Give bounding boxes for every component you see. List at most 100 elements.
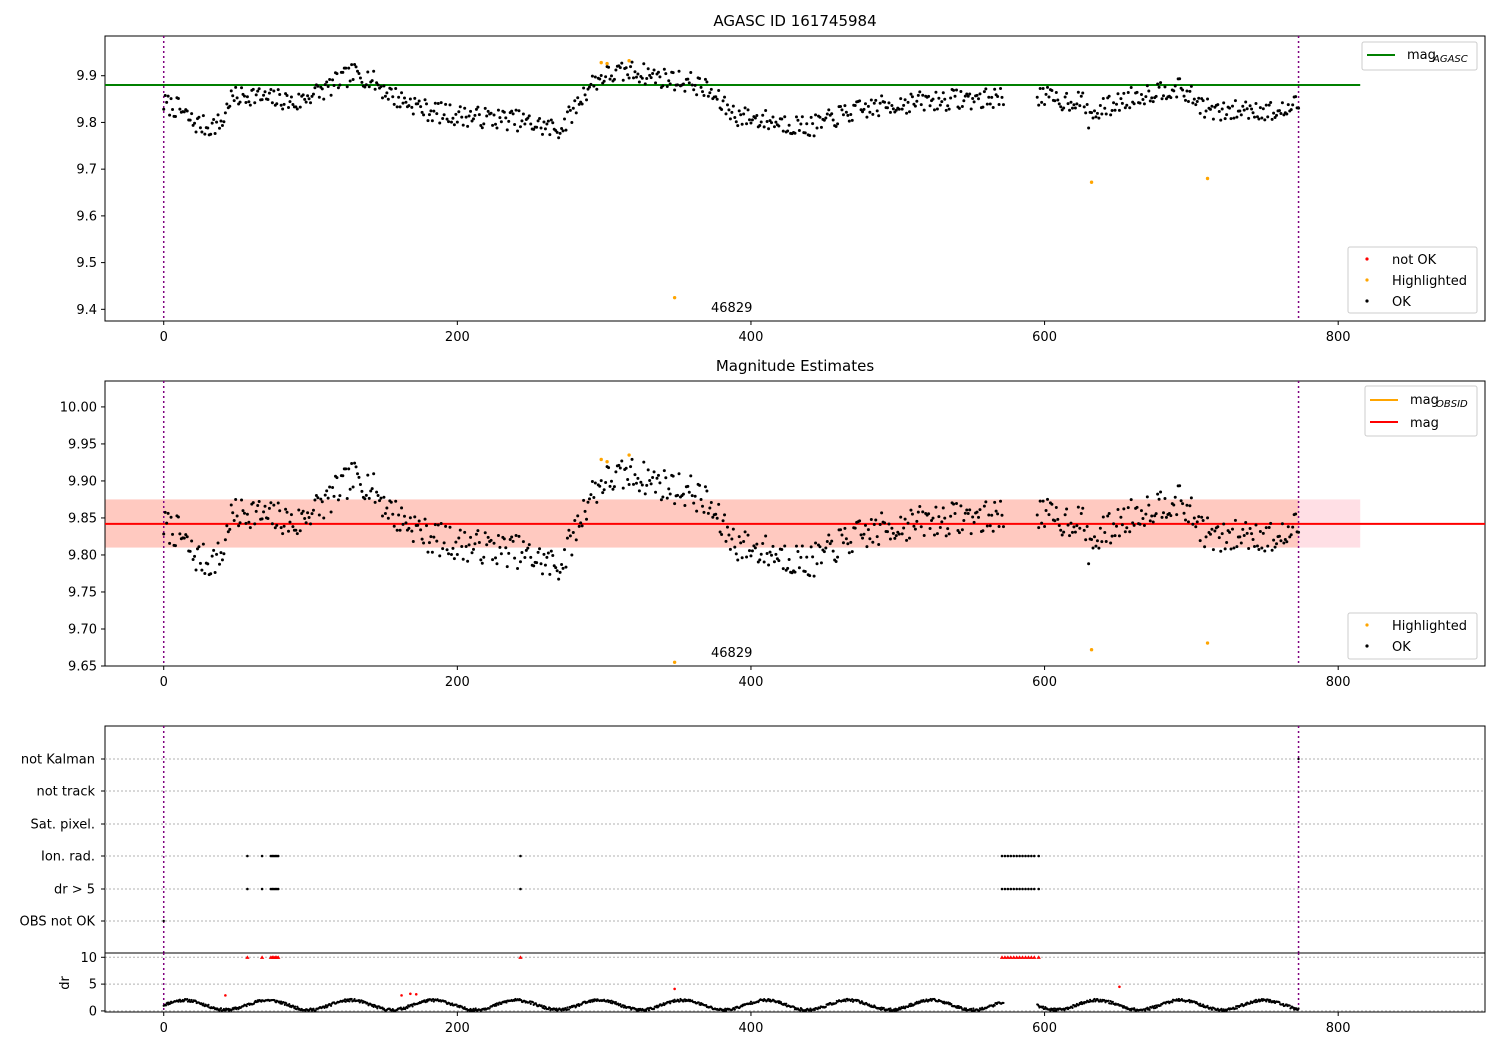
dr-clipped-marker (276, 955, 281, 959)
dr-clipped-marker (999, 955, 1005, 959)
data-point (607, 466, 611, 470)
data-point (890, 104, 894, 108)
data-point (592, 84, 596, 88)
data-point (195, 547, 199, 551)
data-point (480, 561, 484, 565)
data-point (240, 498, 244, 502)
data-point (219, 119, 223, 123)
data-point (1267, 103, 1271, 107)
x-tick-label: 400 (739, 330, 764, 345)
data-point (1046, 497, 1050, 501)
data-point (749, 554, 753, 558)
data-point (182, 536, 186, 540)
dr-point (505, 1001, 508, 1004)
data-point (966, 512, 970, 516)
data-point (764, 534, 768, 538)
data-point (725, 103, 729, 107)
data-point (267, 506, 271, 510)
flag-point (1297, 757, 1300, 761)
data-point (1059, 105, 1063, 109)
data-point (762, 560, 766, 564)
data-point (483, 531, 487, 535)
data-point (865, 545, 869, 549)
data-point (645, 77, 649, 81)
data-point (765, 551, 769, 555)
flag-point (1000, 854, 1004, 858)
dr-point (809, 1007, 812, 1010)
data-point (395, 105, 399, 109)
dr-clipped-marker (1032, 955, 1037, 959)
dr-point (451, 1002, 454, 1005)
data-point (538, 117, 542, 121)
data-point (665, 496, 669, 500)
data-point (634, 481, 638, 485)
data-point (946, 104, 950, 108)
data-point (745, 122, 749, 126)
data-point (858, 519, 862, 523)
data-point (1288, 535, 1292, 539)
data-point (949, 96, 953, 100)
data-point (880, 511, 884, 515)
data-point (301, 509, 305, 513)
dr-point (1125, 1006, 1128, 1009)
data-point (1186, 100, 1190, 104)
data-point (662, 469, 666, 473)
dr-point (813, 1008, 816, 1012)
data-point (520, 551, 524, 555)
data-point (1120, 523, 1124, 527)
data-point (1125, 526, 1129, 530)
data-point (922, 534, 926, 538)
data-point (563, 117, 567, 121)
data-point (248, 103, 252, 107)
data-point (918, 90, 922, 94)
data-point (494, 556, 498, 560)
data-point (354, 65, 358, 69)
data-point (423, 517, 427, 521)
dr-point (219, 1007, 223, 1010)
data-point (661, 84, 665, 88)
data-point (969, 107, 973, 111)
flag-point (1012, 854, 1016, 858)
dr-point (350, 997, 353, 1001)
dr-point (329, 1004, 333, 1007)
data-point (1279, 111, 1283, 115)
data-point (379, 85, 383, 89)
data-point (492, 113, 496, 117)
data-point (740, 556, 744, 560)
data-point (944, 108, 948, 112)
data-point (432, 535, 436, 539)
data-point (586, 500, 590, 504)
data-point (197, 115, 201, 119)
data-point (681, 82, 685, 86)
data-point (893, 536, 897, 540)
data-point (781, 129, 785, 133)
dr-point (1144, 1009, 1147, 1012)
data-point (932, 533, 936, 537)
data-point (554, 566, 558, 570)
data-point (425, 102, 429, 106)
data-point (1126, 91, 1130, 95)
data-point (229, 503, 233, 507)
data-point (1250, 107, 1254, 111)
data-point (953, 511, 957, 515)
data-point (297, 508, 301, 512)
data-point (518, 125, 522, 129)
data-point (1192, 516, 1196, 520)
data-point (270, 522, 274, 526)
agasc-title: AGASC ID 161745984 (713, 12, 876, 30)
data-point (963, 511, 967, 515)
dr-point (455, 1003, 458, 1006)
data-point (912, 524, 916, 528)
data-point (843, 104, 847, 108)
data-point (812, 134, 816, 138)
dr-point (1155, 1006, 1158, 1009)
data-point (338, 494, 342, 498)
data-point (1101, 97, 1105, 101)
data-point (193, 554, 197, 558)
data-point (1047, 95, 1051, 99)
dr-point (1109, 999, 1112, 1003)
data-point (737, 535, 741, 539)
data-point (473, 113, 477, 117)
data-point (1223, 547, 1227, 551)
data-point (1235, 545, 1239, 549)
